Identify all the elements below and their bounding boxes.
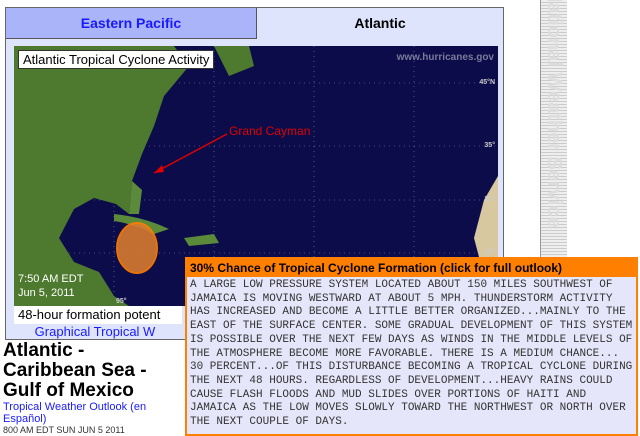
issued-time: 800 AM EDT SUN JUN 5 2011 <box>3 425 125 435</box>
timestamp: 7:50 AM EDT Jun 5, 2011 <box>18 272 83 300</box>
watermark: www.hurricanes.gov <box>396 52 494 63</box>
lat-label: 25° <box>484 196 495 203</box>
tab-eastern-pacific[interactable]: Eastern Pacific <box>6 8 257 39</box>
grand-cayman-label: Grand Cayman <box>229 124 311 138</box>
nws-banner-text: National Weather Service <box>543 0 565 228</box>
map-date: Jun 5, 2011 <box>18 287 75 299</box>
lat-label: 35° <box>484 142 495 149</box>
map-title: Atlantic Tropical Cyclone Activity <box>18 50 215 69</box>
lat-label: 45°N <box>479 79 495 86</box>
lon-label: 95° <box>116 298 127 305</box>
tab-atlantic[interactable]: Atlantic <box>354 15 406 31</box>
section-title: Atlantic - Caribbean Sea - Gulf of Mexic… <box>3 340 147 401</box>
popup-body: A LARGE LOW PRESSURE SYSTEM LOCATED ABOU… <box>190 279 633 429</box>
map-time: 7:50 AM EDT <box>18 273 84 285</box>
outlook-section: Atlantic - Caribbean Sea - Gulf of Mexic… <box>3 340 181 436</box>
graphical-outlook-link[interactable]: Graphical Tropical W <box>34 324 156 339</box>
lat-label: 15° <box>484 249 495 256</box>
map-caption: 48-hour formation potent <box>14 306 182 324</box>
outlook-link[interactable]: Tropical Weather Outlook (en Español) <box>3 401 147 425</box>
outlook-panel: Eastern Pacific Atlantic Atlantic Tropic… <box>5 7 504 340</box>
formation-popup[interactable]: 30% Chance of Tropical Cyclone Formation… <box>185 257 638 436</box>
popup-title[interactable]: 30% Chance of Tropical Cyclone Formation… <box>187 259 636 277</box>
